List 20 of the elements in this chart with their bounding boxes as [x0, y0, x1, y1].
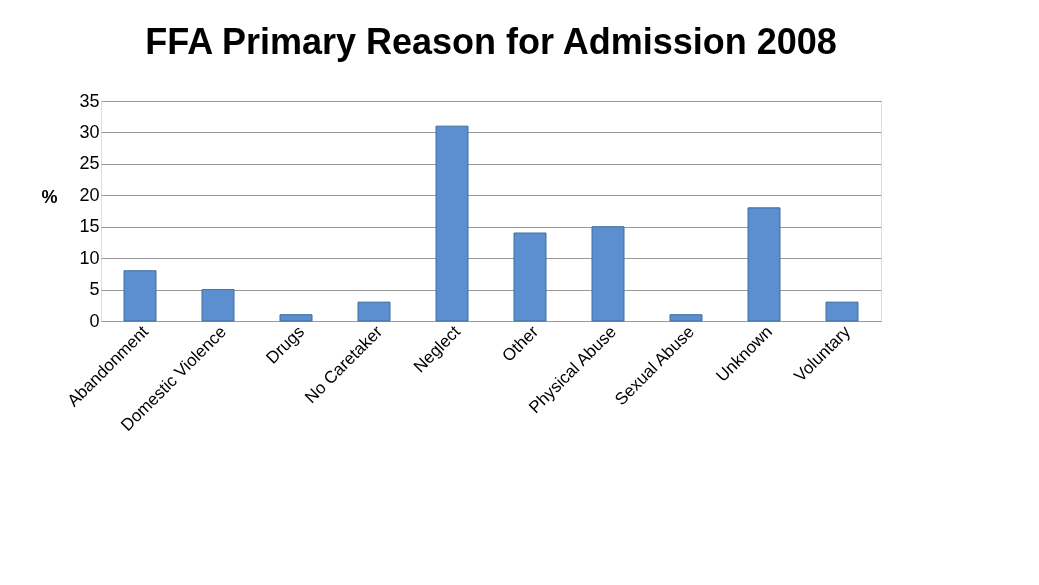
chart-title: FFA Primary Reason for Admission 2008	[145, 21, 837, 62]
bar	[357, 301, 391, 322]
bar	[435, 125, 469, 322]
y-tick-label: 20	[79, 184, 100, 205]
bar	[747, 207, 781, 322]
bar	[279, 314, 313, 322]
bar	[591, 226, 625, 322]
y-tick-label: 10	[79, 247, 100, 268]
y-tick-label: 0	[89, 310, 100, 331]
y-tick-label: 30	[79, 121, 100, 142]
bar	[669, 314, 703, 322]
y-axis-title: %	[41, 186, 58, 207]
y-tick-label: 5	[89, 279, 100, 300]
y-tick-label: 35	[79, 90, 100, 111]
bar	[825, 301, 859, 322]
y-tick-label: 25	[79, 153, 100, 174]
bar	[201, 289, 235, 322]
bar	[513, 232, 547, 322]
y-tick-label: 15	[79, 216, 100, 237]
bar	[123, 270, 157, 322]
